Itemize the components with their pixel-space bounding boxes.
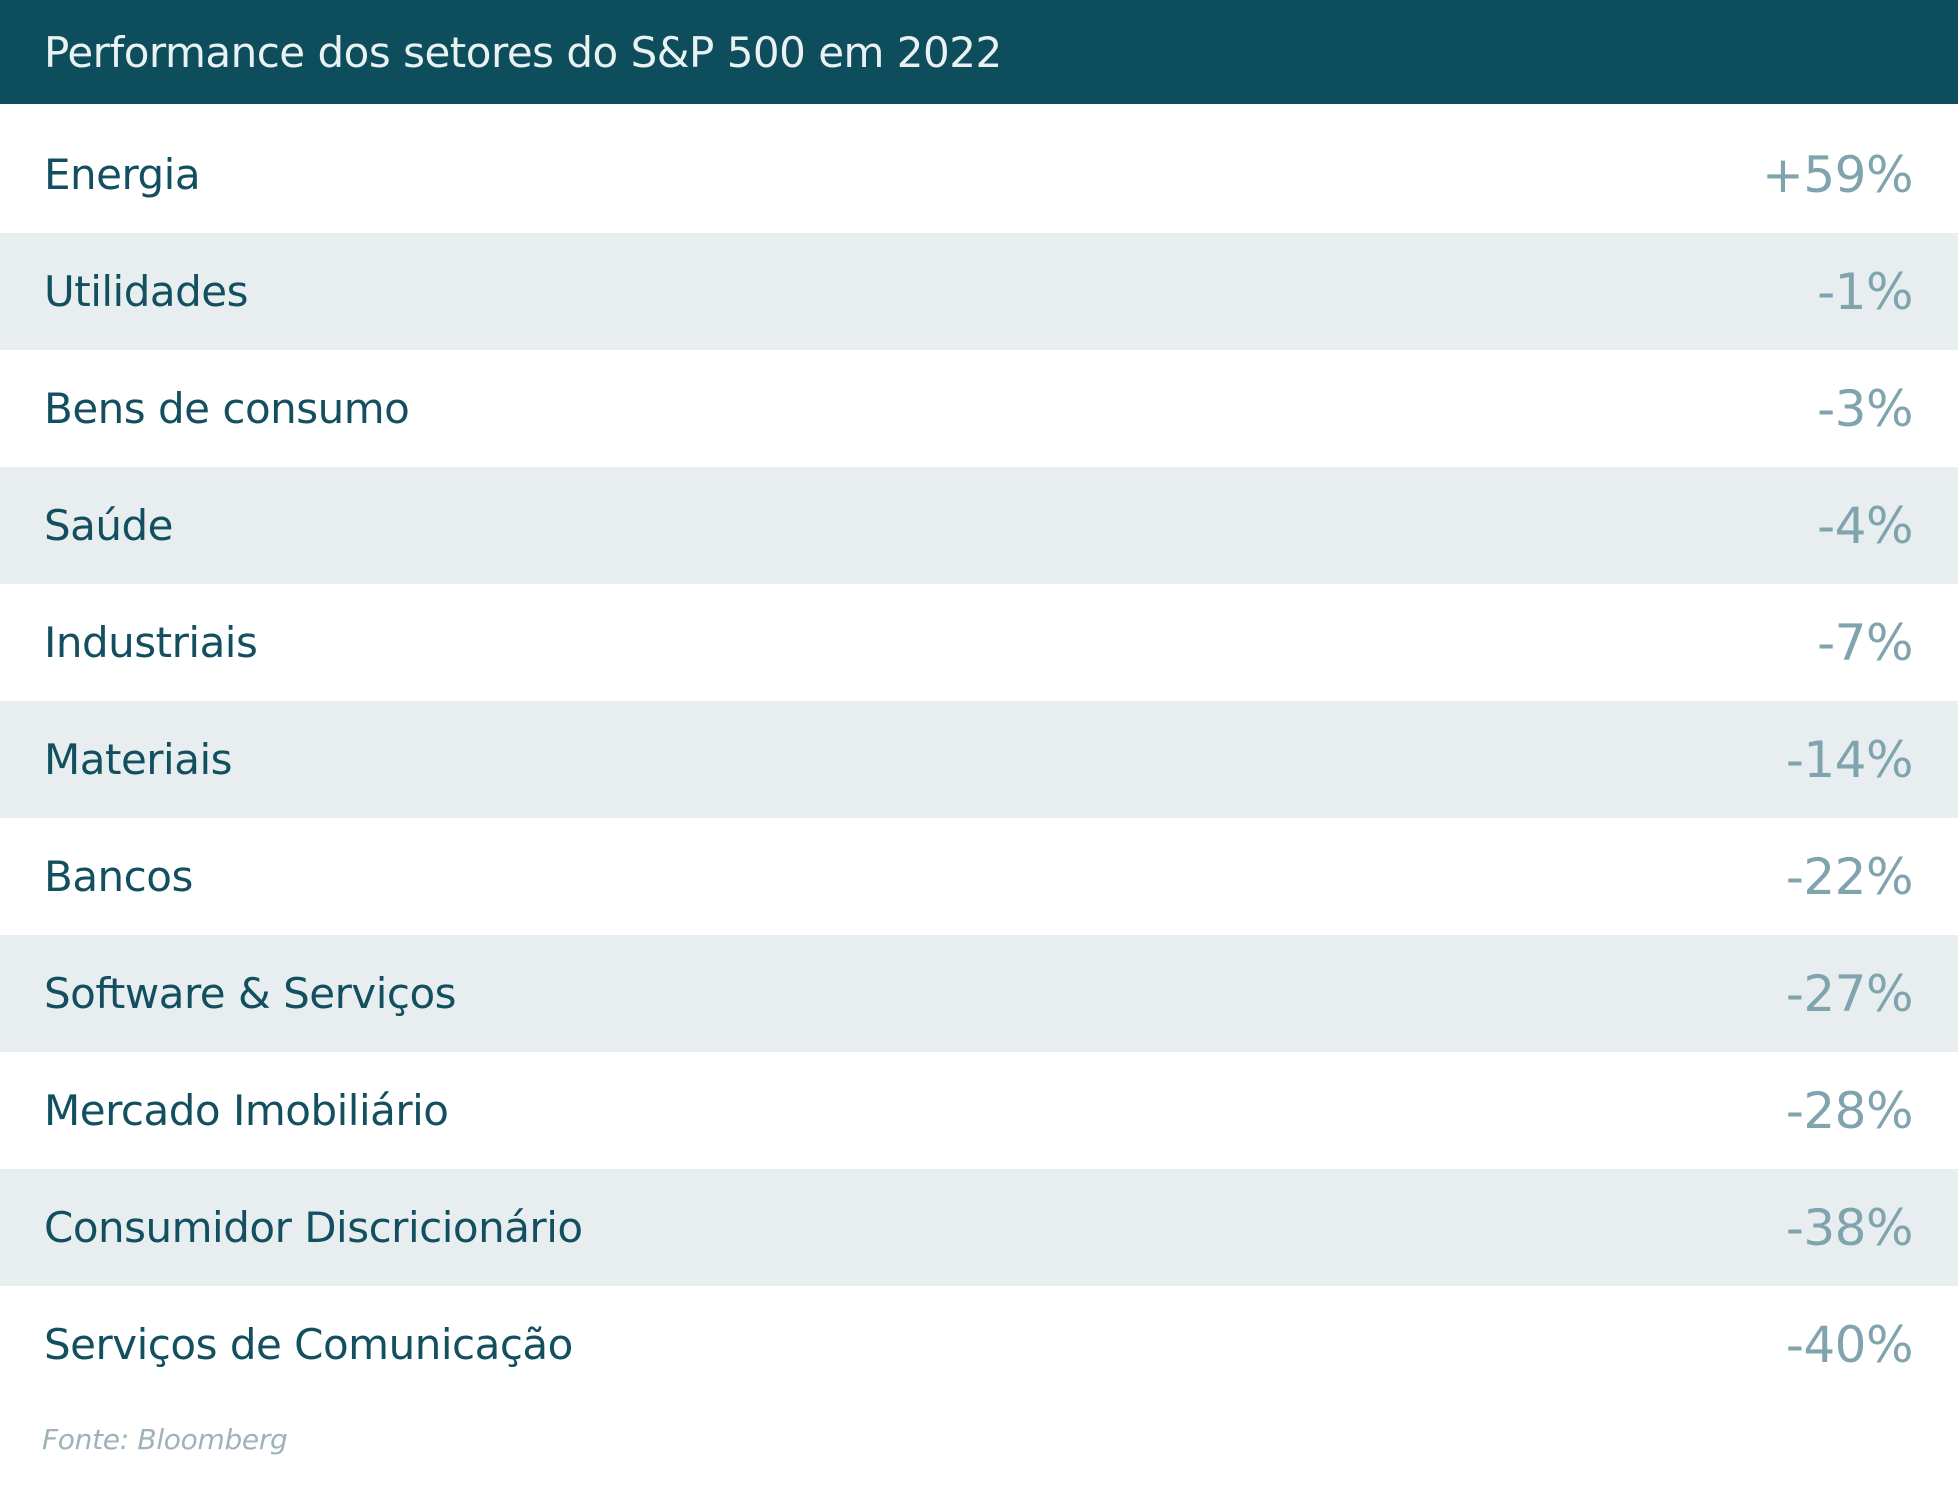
- table-row: Industriais -7%: [0, 584, 1958, 701]
- sector-label: Serviços de Comunicação: [44, 1320, 573, 1369]
- sector-label: Software & Serviços: [44, 969, 457, 1018]
- sector-value: -40%: [1785, 1315, 1914, 1374]
- table-row: Saúde -4%: [0, 467, 1958, 584]
- source-text: Fonte: Bloomberg: [42, 1423, 288, 1456]
- sector-value: -4%: [1817, 496, 1913, 555]
- chart-title-bar: Performance dos setores do S&P 500 em 20…: [0, 0, 1958, 104]
- table-row: Bancos -22%: [0, 818, 1958, 935]
- sector-label: Bancos: [44, 852, 193, 901]
- sector-value: -27%: [1785, 964, 1914, 1023]
- sector-value: +59%: [1761, 145, 1914, 204]
- sector-label: Saúde: [44, 501, 174, 550]
- sector-label: Mercado Imobiliário: [44, 1086, 449, 1135]
- sector-label: Utilidades: [44, 267, 249, 316]
- sector-value: -1%: [1817, 262, 1913, 321]
- sector-value: -3%: [1817, 379, 1913, 438]
- sector-value: -22%: [1785, 847, 1914, 906]
- sector-value: -7%: [1817, 613, 1913, 672]
- table-row: Utilidades -1%: [0, 233, 1958, 350]
- table-row: Serviços de Comunicação -40%: [0, 1286, 1958, 1403]
- table-row: Mercado Imobiliário -28%: [0, 1052, 1958, 1169]
- sector-value: -28%: [1785, 1081, 1914, 1140]
- sector-label: Energia: [44, 150, 201, 199]
- sector-value: -14%: [1785, 730, 1914, 789]
- sector-label: Bens de consumo: [44, 384, 410, 433]
- table-row: Materiais -14%: [0, 701, 1958, 818]
- table-row: Consumidor Discricionário -38%: [0, 1169, 1958, 1286]
- sector-value: -38%: [1785, 1198, 1914, 1257]
- sector-label: Industriais: [44, 618, 258, 667]
- sector-table: Energia +59% Utilidades -1% Bens de cons…: [0, 116, 1958, 1403]
- chart-footer: Fonte: Bloomberg: [0, 1423, 1958, 1456]
- table-row: Software & Serviços -27%: [0, 935, 1958, 1052]
- table-row: Bens de consumo -3%: [0, 350, 1958, 467]
- table-row: Energia +59%: [0, 116, 1958, 233]
- sector-label: Consumidor Discricionário: [44, 1203, 583, 1252]
- sector-label: Materiais: [44, 735, 233, 784]
- chart-title: Performance dos setores do S&P 500 em 20…: [44, 27, 1002, 77]
